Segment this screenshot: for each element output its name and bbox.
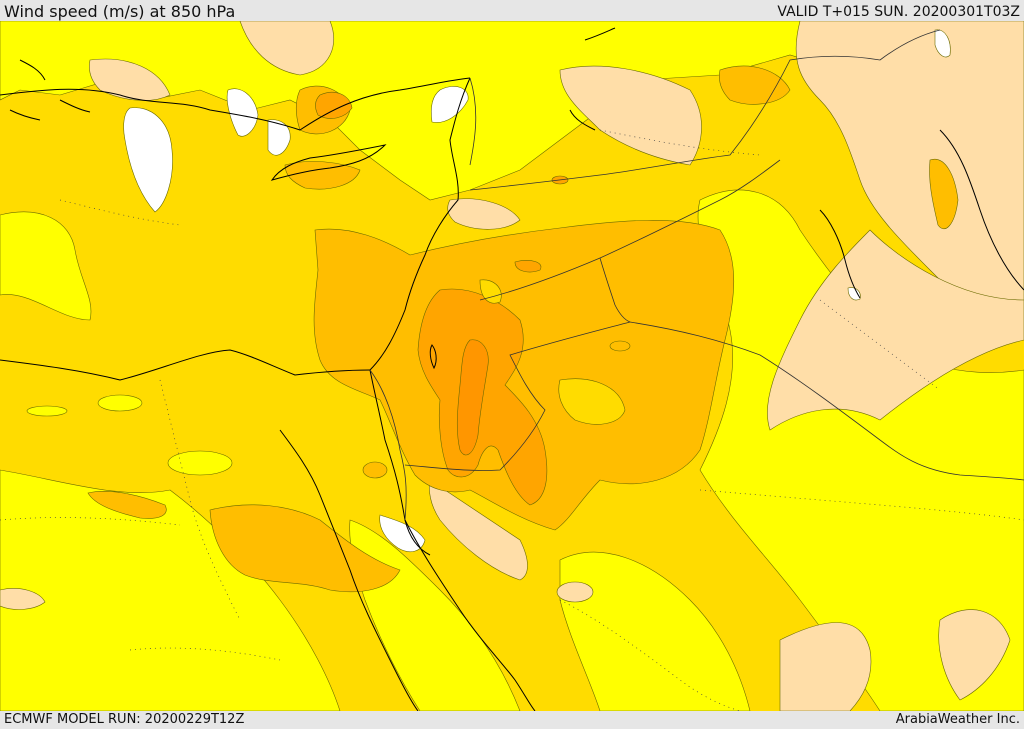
wind-speed-map — [0, 21, 1024, 711]
valid-time: VALID T+015 SUN. 20200301T03Z — [777, 4, 1020, 20]
map-title: Wind speed (m/s) at 850 hPa — [4, 2, 236, 21]
coastlines — [0, 27, 1024, 711]
wind-band-fresh — [87, 65, 959, 593]
wind-band-calm — [123, 29, 951, 553]
admin-lines — [0, 129, 1024, 711]
footer-bar: ECMWF MODEL RUN: 20200229T12Z ArabiaWeat… — [0, 711, 1024, 729]
borders — [369, 29, 1024, 521]
wind-band-moderate-inner — [479, 279, 626, 425]
wind-band-low — [0, 21, 1024, 711]
model-run: ECMWF MODEL RUN: 20200229T12Z — [4, 712, 245, 727]
wind-band-light — [0, 21, 1024, 711]
wind-band-very-strong — [456, 339, 489, 456]
map-canvas — [0, 21, 1024, 711]
credit-text: ArabiaWeather Inc. — [895, 712, 1020, 727]
header-bar: Wind speed (m/s) at 850 hPa VALID T+015 … — [0, 0, 1024, 21]
